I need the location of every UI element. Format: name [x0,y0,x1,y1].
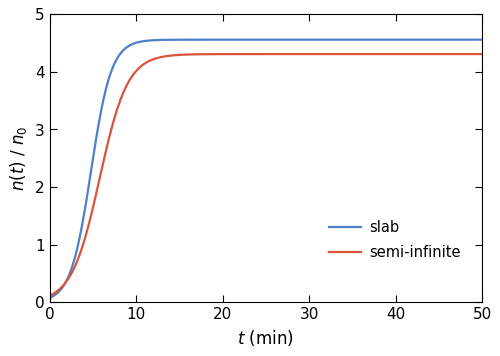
slab [125,44,131,48]
X-axis label: $t$ (min): $t$ (min) [238,328,294,348]
slab [306,37,312,42]
Line: semi-infinite: semi-infinite [50,54,482,296]
slab [462,37,468,42]
Legend: slab, semi-infinite: slab, semi-infinite [324,214,466,266]
semi-infinite [369,52,375,56]
slab [479,37,485,42]
semi-infinite [125,81,131,85]
Line: slab: slab [50,40,482,298]
slab [212,37,218,42]
slab [402,37,408,42]
slab [369,37,375,42]
slab [46,296,52,300]
semi-infinite [402,52,408,56]
slab [328,37,334,42]
semi-infinite [328,52,334,56]
semi-infinite [479,52,485,56]
Y-axis label: $n(t)\ /\ n_0$: $n(t)\ /\ n_0$ [8,126,29,191]
semi-infinite [306,52,312,56]
semi-infinite [46,294,52,298]
semi-infinite [212,52,218,56]
